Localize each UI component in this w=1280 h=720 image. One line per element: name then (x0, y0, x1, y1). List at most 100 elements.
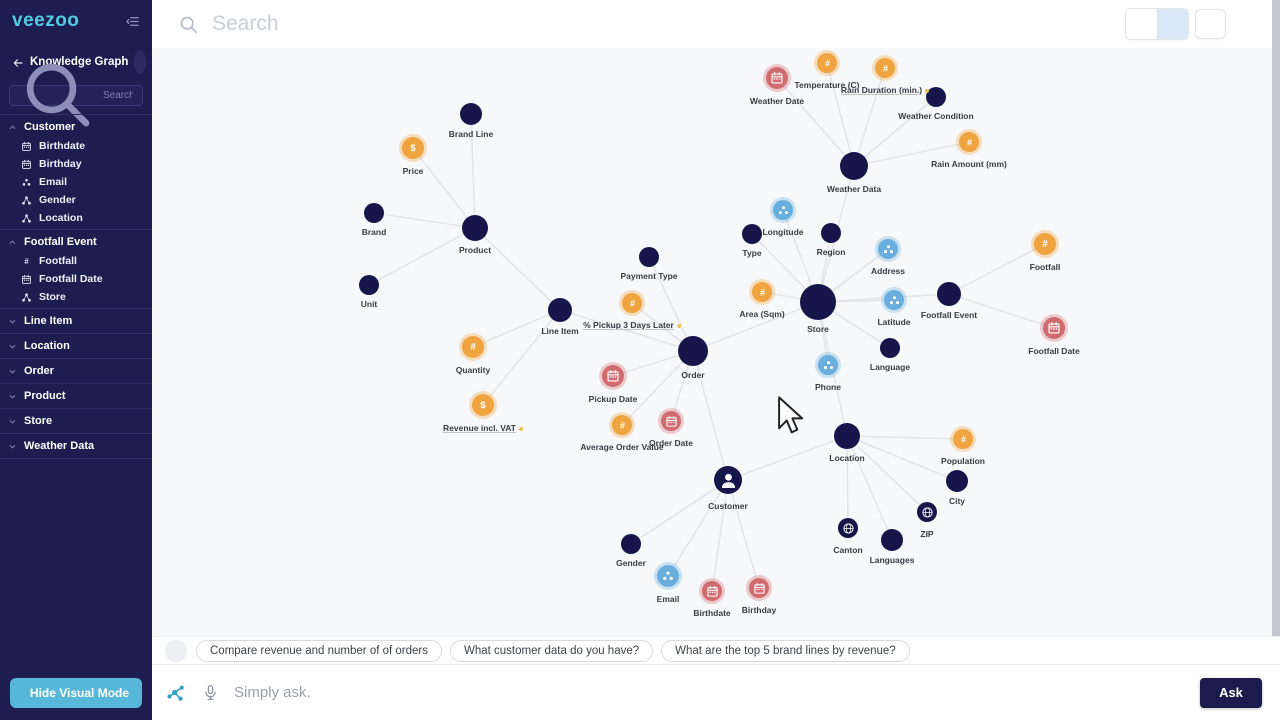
graph-node-address[interactable] (878, 239, 898, 259)
graph-node-languages[interactable] (881, 529, 903, 551)
graph-node-label-population: Population (941, 456, 985, 466)
tree-item-footfall[interactable]: # Footfall (0, 252, 152, 270)
calendar-icon (753, 582, 766, 595)
calendar-icon (706, 585, 719, 598)
graph-node-gender[interactable] (621, 534, 641, 554)
tree-section-header-order[interactable]: Order (0, 361, 152, 381)
calendar-icon (1047, 321, 1061, 335)
graph-node-label-latitude: Latitude (877, 317, 911, 327)
tree-item-birthday[interactable]: Birthday (0, 155, 152, 173)
graph-node-weather-data[interactable] (840, 152, 868, 180)
suggestion-chip[interactable]: Compare revenue and number of of orders (196, 639, 442, 662)
tree-item-location[interactable]: Location (0, 209, 152, 227)
tree-section-header-line-item[interactable]: Line Item (0, 311, 152, 331)
graph-molecule-icon[interactable] (166, 682, 187, 703)
graph-node-payment-type[interactable] (639, 247, 659, 267)
collapse-sidebar-icon[interactable] (125, 14, 140, 29)
graph-node-canton[interactable] (838, 518, 858, 538)
tree-section-header-store[interactable]: Store (0, 411, 152, 431)
graph-node-store[interactable] (800, 284, 836, 320)
tree-item-footfall-date[interactable]: Footfall Date (0, 270, 152, 288)
graph-node-brand[interactable] (364, 203, 384, 223)
main-search-placeholder[interactable]: Search (212, 12, 279, 35)
graph-node-area-sqm[interactable]: # (752, 282, 772, 302)
back-arrow-icon[interactable] (12, 56, 24, 68)
ask-input[interactable]: Simply ask. (234, 684, 311, 701)
graph-node-pickup-date[interactable] (602, 365, 624, 387)
graph-node-unit[interactable] (359, 275, 379, 295)
graph-node-weather-date[interactable] (766, 67, 788, 89)
graph-node-revenue-vat[interactable]: $ (472, 394, 494, 416)
graph-node-price[interactable]: $ (402, 137, 424, 159)
graph-node-footfall-event[interactable] (937, 282, 961, 306)
sidebar-search-input[interactable] (100, 89, 135, 102)
graph-node-population[interactable]: # (953, 429, 973, 449)
graph-node-type[interactable] (742, 224, 762, 244)
tree-item-email[interactable]: Email (0, 173, 152, 191)
graph-node-language[interactable] (880, 338, 900, 358)
graph-node-pickup3[interactable]: # (622, 293, 642, 313)
tree-section-header-customer[interactable]: Customer (0, 117, 152, 137)
graph-edges (368, 62, 1055, 592)
search-icon[interactable] (178, 14, 199, 35)
tree-item-gender[interactable]: Gender (0, 191, 152, 209)
graph-node-label-price: Price (402, 166, 424, 176)
sidebar-search[interactable] (9, 63, 143, 126)
tree-item-birthdate[interactable]: Birthdate (0, 137, 152, 155)
graph-node-birthdate[interactable] (702, 581, 722, 601)
svg-text:$: $ (480, 400, 486, 410)
suggestion-chip[interactable]: What are the top 5 brand lines by revenu… (661, 639, 910, 662)
graph-node-zip[interactable] (917, 502, 937, 522)
graph-node-email[interactable] (657, 565, 679, 587)
graph-node-weather-condition[interactable] (926, 87, 946, 107)
graph-node-rain-amount[interactable]: # (959, 132, 979, 152)
graph-view-button[interactable] (1157, 9, 1188, 39)
graph-node-brand-line[interactable] (460, 103, 482, 125)
graph-node-footfall-date[interactable] (1043, 317, 1065, 339)
graph-node-order[interactable] (678, 336, 708, 366)
graph-node-label-product: Product (458, 245, 492, 255)
hash-icon: # (466, 340, 480, 354)
hide-visual-mode-button[interactable]: Hide Visual Mode (10, 678, 142, 719)
graph-node-avg-order-value[interactable]: # (612, 415, 632, 435)
graph-node-temperature[interactable]: # (817, 53, 837, 73)
tree-section: Store (0, 408, 152, 433)
tree-section-header-location[interactable]: Location (0, 336, 152, 356)
graph-node-region[interactable] (821, 223, 841, 243)
tree-item-store[interactable]: Store (0, 288, 152, 306)
graph-node-product[interactable] (462, 215, 488, 241)
knowledge-tree: Customer Birthdate Birthday Email Gender Loca… (0, 114, 152, 668)
knowledge-graph-button[interactable] (134, 50, 161, 88)
graph-node-city[interactable] (946, 470, 968, 492)
tree-section-header-footfall-event[interactable]: Footfall Event (0, 232, 152, 252)
microphone-icon[interactable] (202, 684, 219, 701)
ask-button[interactable]: Ask (1200, 677, 1262, 708)
graph-node-location[interactable] (834, 423, 860, 449)
graph-node-rain-duration[interactable]: # (875, 58, 895, 78)
graph-node-latitude[interactable] (884, 290, 904, 310)
tree-section-header-product[interactable]: Product (0, 386, 152, 406)
suggestions-sparkle-button[interactable] (165, 639, 198, 678)
graph-node-line-item[interactable] (548, 298, 572, 322)
graph-node-birthday[interactable] (749, 578, 769, 598)
graph-canvas[interactable]: Brand Line $ Price Brand Product Unit # Quantit… (152, 48, 1280, 636)
tree-section-header-weather-data[interactable]: Weather Data (0, 436, 152, 456)
sidebar-bottom: Hide Visual Mode (0, 668, 152, 720)
tree-view-button[interactable] (1126, 9, 1158, 39)
graph-node-quantity[interactable]: # (462, 336, 484, 358)
graph-node-phone[interactable] (818, 355, 838, 375)
graph-node-label-order: Order (681, 370, 705, 380)
suggestion-chip[interactable]: What customer data do you have? (449, 639, 654, 662)
graph-node-customer[interactable] (714, 466, 742, 494)
calendar-icon (21, 141, 32, 152)
graph-node-order-date[interactable] (661, 411, 681, 431)
chevron-down-icon (8, 417, 17, 426)
graph-node-footfall[interactable]: # (1034, 233, 1056, 255)
scrollbar[interactable] (1272, 0, 1280, 636)
graph-node-label-language: Language (869, 362, 911, 372)
graph-node-longitude[interactable] (773, 200, 793, 220)
svg-text:#: # (824, 58, 829, 68)
close-button[interactable] (1195, 9, 1230, 48)
hash-icon: # (626, 297, 639, 310)
